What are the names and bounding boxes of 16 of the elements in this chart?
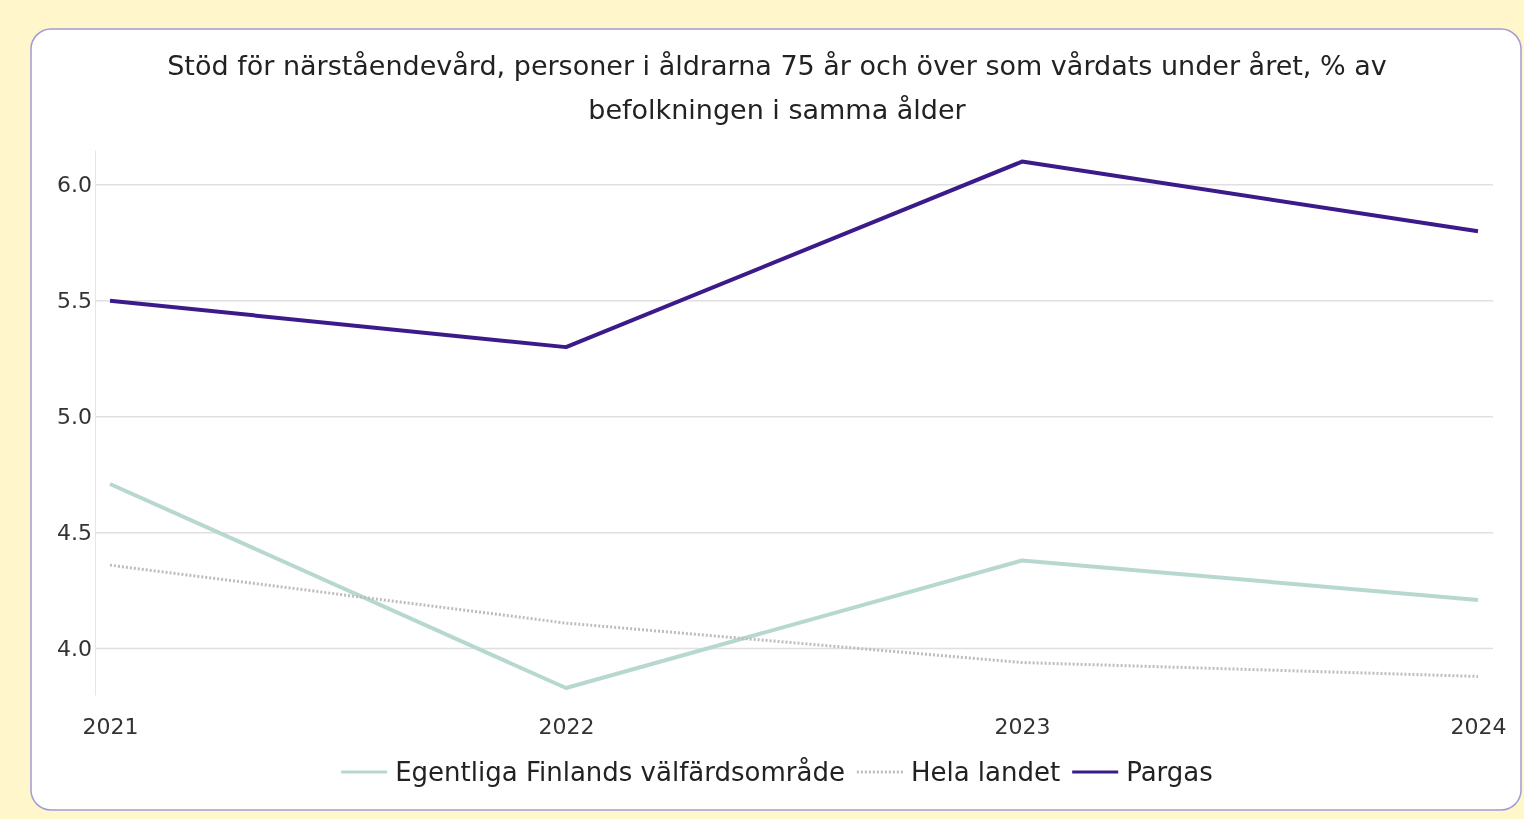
line-series — [108, 481, 1480, 691]
legend-label: Pargas — [1126, 757, 1213, 787]
x-tick-label: 2021 — [82, 713, 139, 739]
y-tick-label: 5.5 — [57, 288, 92, 314]
legend-label: Hela landet — [910, 757, 1061, 787]
x-tick-label: 2023 — [994, 713, 1051, 739]
line-series — [108, 159, 1480, 350]
x-tick-label: 2022 — [538, 713, 595, 739]
y-tick-label: 4.5 — [57, 520, 92, 546]
x-tick-label: 2024 — [1450, 713, 1507, 739]
line-series — [108, 563, 1480, 678]
y-tick-label: 4.0 — [57, 636, 92, 662]
y-tick-label: 5.0 — [57, 404, 92, 430]
chart-title: Stöd för närståendevård, personer i åldrarna 75 år och över som vårdats under året, % av befolkningen i samma ålder — [167, 50, 1387, 125]
y-tick-label: 6.0 — [57, 172, 92, 198]
legend-label: Egentliga Finlands välfärdsområde — [395, 757, 845, 787]
